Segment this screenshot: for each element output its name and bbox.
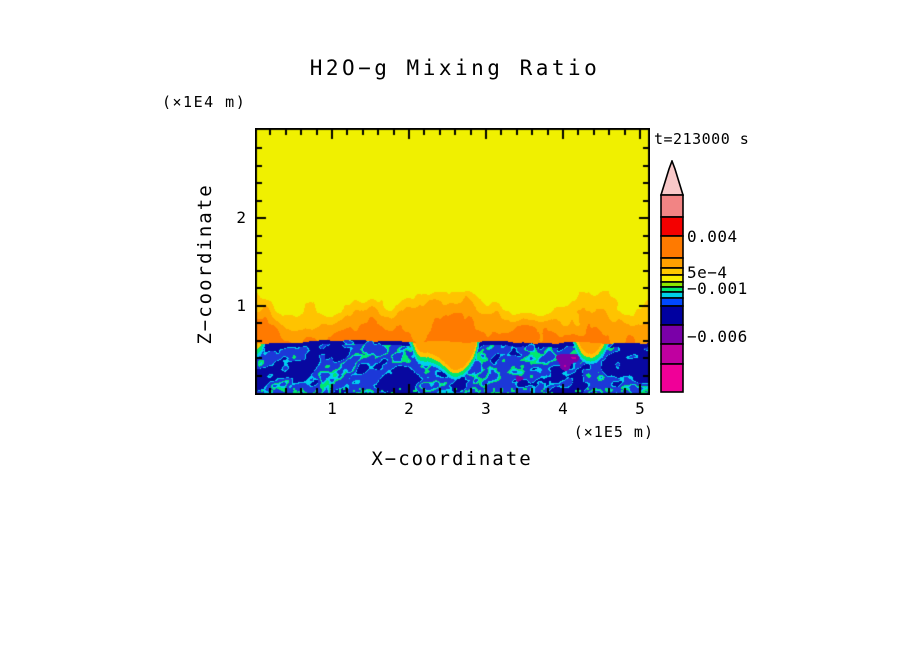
x-tick-label: 4 [558,399,568,418]
colorbar-tick-label: 0.004 [687,227,738,246]
colorbar-segment [660,324,684,345]
x-tick-label: 2 [404,399,414,418]
colorbar-segment [660,291,684,299]
x-tick-label: 5 [635,399,645,418]
colorbar-segment [660,297,684,307]
colorbar-segment [660,274,684,283]
colorbar-segment [660,235,684,259]
x-tick-label: 3 [481,399,491,418]
x-axis-title: X−coordinate [371,448,533,470]
colorbar-segment [660,363,684,393]
z-axis-unit-label: (×1E4 m) [162,93,247,111]
colorbar-segment [660,257,684,269]
colorbar-tick-label: −0.001 [687,279,748,298]
time-annotation: t=213000 s [654,130,750,148]
y-tick-label: 1 [236,295,246,315]
colorbar-segment [660,305,684,326]
chart-title: H2O−g Mixing Ratio [309,56,601,80]
x-axis-unit-label: (×1E5 m) [573,423,654,441]
y-tick-label: 2 [236,208,246,227]
heatmap-plot [255,128,650,395]
colorbar-tick-label: 5e−4 [687,263,728,282]
colorbar-segment [660,267,684,276]
colorbar-segment [660,216,684,237]
x-tick-label: 1 [327,399,337,418]
colorbar [659,160,684,393]
colorbar-segment [660,194,684,218]
colorbar-segment [660,343,684,365]
colorbar-arrow-tip [659,160,684,196]
colorbar-tick-label: −0.006 [687,327,748,346]
z-axis-title: Z−coordinate [194,183,216,345]
